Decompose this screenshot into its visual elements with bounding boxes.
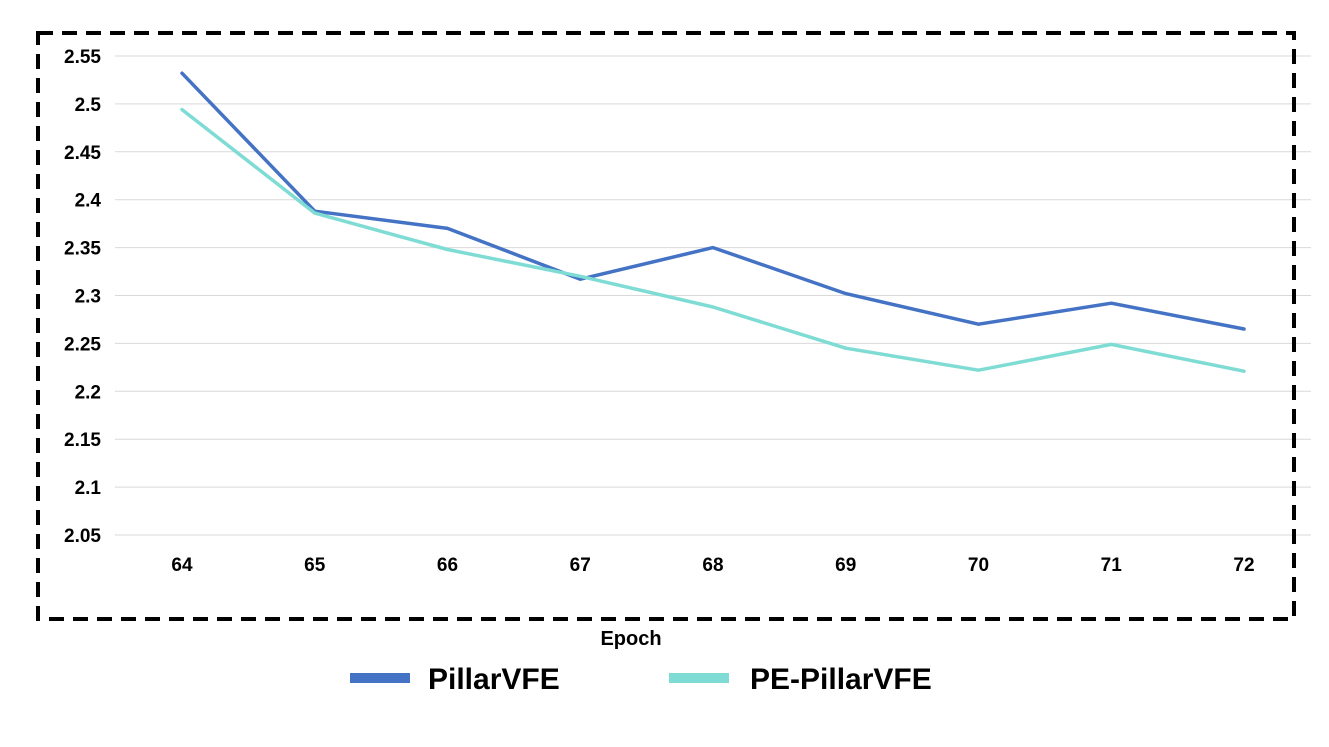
x-tick-label: 67 [570,555,591,576]
x-tick-label: 68 [702,555,723,576]
y-tick-label: 2.4 [75,191,102,212]
legend-label: PE-PillarVFE [750,663,932,696]
legend-label: PillarVFE [428,663,560,696]
x-axis-title: Epoch [600,628,661,650]
legend-swatch [669,673,729,683]
y-tick-label: 2.2 [75,382,101,403]
gridlines [115,55,1311,536]
dashed-frame [36,31,1296,621]
x-tick-label: 65 [304,555,326,576]
x-tick-label: 66 [437,555,458,576]
y-tick-label: 2.5 [75,95,102,116]
y-tick-label: 2.35 [64,239,101,260]
y-axis-ticks: 2.05 2.1 2.15 2.2 2.25 2.3 2.35 2.4 2.45 2.5 2.55 [64,47,101,547]
y-tick-label: 2.1 [75,478,102,499]
y-tick-label: 2.3 [75,287,101,308]
y-tick-label: 2.05 [64,526,101,547]
x-axis-ticks: 64 65 66 67 68 69 70 71 72 [171,555,1254,576]
y-tick-label: 2.25 [64,334,101,355]
y-tick-label: 2.55 [64,47,101,68]
x-tick-label: 64 [171,555,193,576]
x-tick-label: 70 [968,555,989,576]
y-tick-label: 2.15 [64,430,101,451]
x-tick-label: 72 [1233,555,1254,576]
y-tick-label: 2.45 [64,143,101,164]
series-line-1 [180,71,1246,331]
x-tick-label: 71 [1101,555,1123,576]
legend-item-2: PE-PillarVFE [669,663,932,696]
x-tick-label: 69 [835,555,856,576]
legend-swatch [350,673,410,683]
series-line-2 [180,107,1246,373]
series-lines [180,71,1246,373]
legend: PillarVFE PE-PillarVFE [350,663,932,696]
legend-item-1: PillarVFE [350,663,560,696]
